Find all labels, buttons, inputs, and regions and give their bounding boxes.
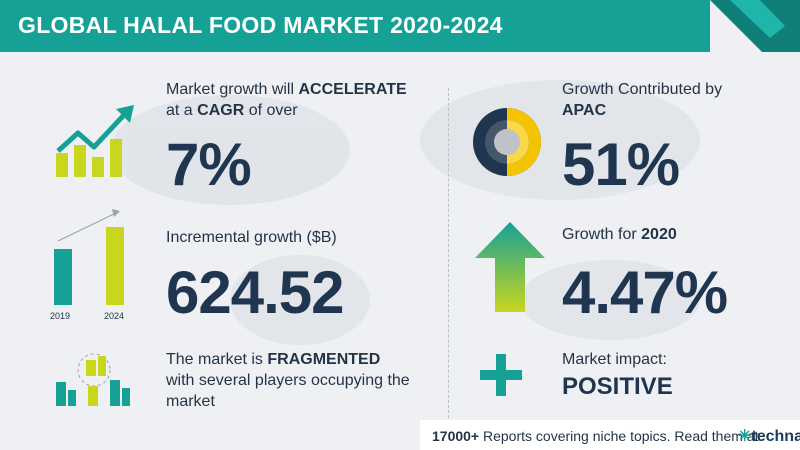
region-name: APAC [562, 102, 607, 119]
header-banner: GLOBAL HALAL FOOD MARKET 2020-2024 [0, 0, 710, 52]
growth-line-2: at a CAGR of over [166, 102, 298, 119]
header-corner-decoration [710, 0, 800, 52]
impact-value: POSITIVE [562, 373, 673, 400]
region-donut-icon [473, 108, 541, 176]
fragmented-market-icon [56, 353, 130, 406]
page-title: GLOBAL HALAL FOOD MARKET 2020-2024 [18, 12, 503, 38]
technavio-logo[interactable]: ✳technavio [738, 428, 800, 445]
region-line-1: Growth Contributed by [562, 81, 723, 98]
fragmented-line-1: The market is FRAGMENTED [166, 351, 381, 368]
yoy-label: Growth for 2020 [562, 226, 677, 243]
yoy-value: 4.47% [562, 259, 728, 326]
growth-line-1: Market growth will ACCELERATE [166, 81, 407, 98]
center-divider [448, 88, 449, 423]
incremental-bars-icon [54, 209, 124, 305]
incremental-value: 624.52 [166, 259, 345, 326]
fragmented-line-2: with several players occupying the [166, 372, 410, 389]
year-end-label: 2024 [104, 311, 125, 321]
incremental-label: Incremental growth ($B) [166, 229, 337, 246]
impact-label: Market impact: [562, 351, 667, 368]
up-arrow-icon [475, 222, 545, 312]
region-value: 51% [562, 131, 680, 198]
growth-chart-icon [56, 105, 134, 177]
plus-icon [480, 354, 522, 396]
year-start-label: 2019 [50, 311, 71, 321]
footer-text: 17000+ Reports covering niche topics. Re… [432, 428, 759, 444]
fragmented-line-3: market [166, 393, 215, 410]
footer-bar: 17000+ Reports covering niche topics. Re… [420, 420, 800, 450]
logo-mark-icon: ✳ [738, 428, 752, 445]
cagr-value: 7% [166, 131, 252, 198]
